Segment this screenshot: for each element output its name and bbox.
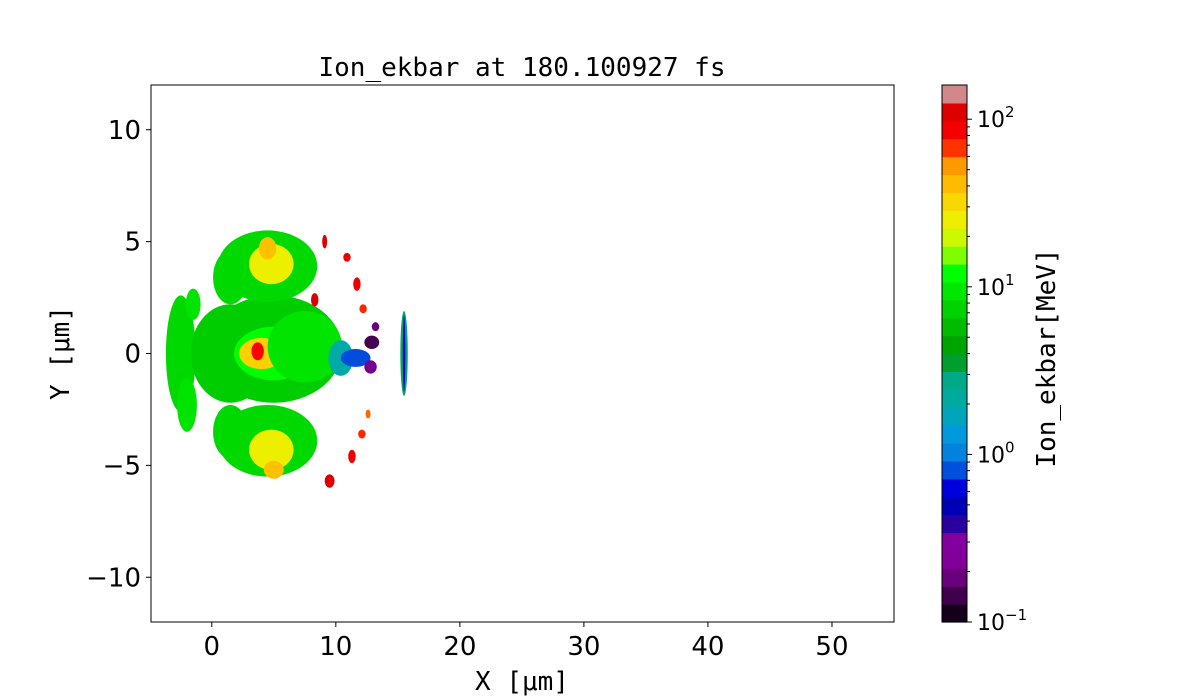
- colorbar-segment: [942, 371, 967, 390]
- y-axis: 10 5 0 −5 −10: [86, 116, 151, 593]
- heatmap-region: [322, 234, 328, 249]
- colorbar-segment: [942, 246, 967, 265]
- colorbar-segment: [942, 102, 967, 122]
- x-axis-label: X [μm]: [475, 667, 569, 697]
- heatmap-region: [348, 449, 356, 464]
- colorbar-segment: [942, 120, 967, 140]
- heatmap-region: [185, 288, 201, 320]
- colorbar-segment: [942, 85, 967, 104]
- y-tick-label: −5: [103, 451, 141, 481]
- heatmap-region: [343, 252, 351, 262]
- heatmap-region: [251, 342, 264, 361]
- heatmap-region: [213, 250, 248, 305]
- y-tick-label: −10: [86, 563, 141, 593]
- colorbar-segment: [942, 514, 967, 534]
- colorbar-segment: [942, 174, 967, 193]
- colorbar-axis: 10−1 100 101 102: [967, 103, 1027, 636]
- colorbar-segment: [942, 532, 967, 551]
- colorbar-segment: [942, 228, 967, 247]
- heatmap-region: [258, 237, 277, 260]
- chart-title: Ion_ekbar at 180.100927 fs: [319, 53, 726, 83]
- colorbar-tick-label: 101: [977, 271, 1015, 301]
- x-axis: 0 10 20 30 40 50: [204, 622, 849, 662]
- heatmap-region: [353, 277, 361, 291]
- y-tick-label: 5: [124, 228, 141, 258]
- x-tick-label: 50: [815, 632, 848, 662]
- heatmap-region: [402, 315, 406, 392]
- x-tick-label: 30: [567, 632, 600, 662]
- colorbar-segment: [942, 264, 967, 283]
- colorbar-segment: [942, 568, 967, 587]
- x-tick-label: 10: [319, 632, 352, 662]
- colorbar-segment: [942, 335, 967, 355]
- colorbar: [941, 84, 968, 623]
- heatmap-region: [340, 349, 371, 367]
- colorbar-segment: [942, 425, 967, 444]
- colorbar-tick-label: 102: [977, 103, 1015, 133]
- heatmap-region: [177, 378, 197, 432]
- y-tick-label: 0: [124, 340, 141, 370]
- y-axis-label: Y [μm]: [46, 306, 76, 400]
- colorbar-segment: [942, 407, 967, 426]
- x-tick-label: 0: [204, 632, 221, 662]
- colorbar-segment: [942, 138, 967, 158]
- colorbar-segment: [942, 550, 967, 569]
- colorbar-tick-label: 100: [977, 438, 1015, 468]
- colorbar-segment: [942, 281, 967, 301]
- x-tick-label: 40: [691, 632, 724, 662]
- colorbar-tick-label: 10−1: [977, 606, 1027, 636]
- colorbar-segment: [942, 604, 967, 623]
- colorbar-segment: [942, 192, 967, 211]
- colorbar-segment: [942, 496, 967, 516]
- heatmap-region: [311, 293, 319, 307]
- colorbar-segment: [942, 478, 967, 498]
- heatmap-region: [371, 322, 380, 332]
- colorbar-segment: [942, 156, 967, 176]
- colorbar-segment: [942, 317, 967, 337]
- heatmap-region: [324, 474, 335, 488]
- plot-area: [151, 85, 894, 622]
- heatmap-region: [364, 335, 380, 350]
- heatmap-region: [213, 404, 248, 459]
- heatmap-region: [364, 360, 377, 374]
- heatmap-region: [267, 310, 343, 383]
- colorbar-segment: [942, 353, 967, 372]
- heatmap-region: [359, 304, 367, 314]
- colorbar-segment: [942, 210, 967, 229]
- heatmap-region: [365, 409, 371, 419]
- heatmap-region: [263, 460, 284, 479]
- colorbar-segment: [942, 389, 967, 408]
- colorbar-segment: [942, 299, 967, 319]
- colorbar-segment: [942, 586, 967, 605]
- heatmap-region: [358, 429, 366, 439]
- x-tick-label: 20: [443, 632, 476, 662]
- heatmap-region: [248, 429, 294, 470]
- colorbar-segment: [942, 443, 967, 462]
- colorbar-segment: [942, 460, 967, 480]
- y-tick-label: 10: [108, 116, 141, 146]
- colorbar-label: Ion_ekbar[MeV]: [1032, 248, 1062, 467]
